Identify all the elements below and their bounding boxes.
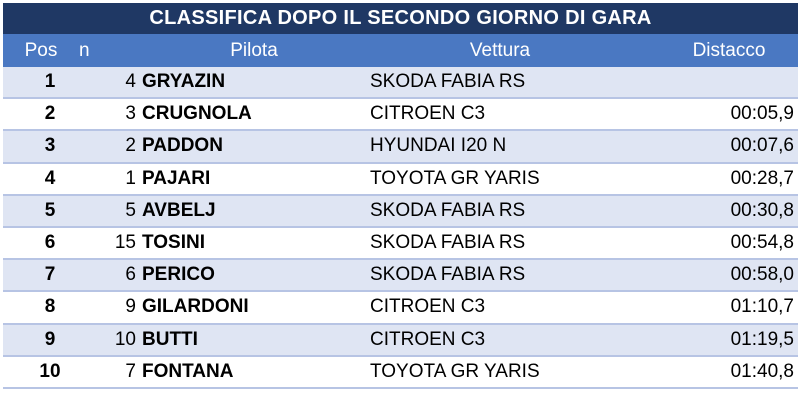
cell-pilota: GILARDONI (142, 296, 249, 318)
cell-vettura: HYUNDAI I20 N (370, 135, 507, 157)
table-title: CLASSIFICA DOPO IL SECONDO GIORNO DI GAR… (3, 3, 798, 34)
header-distacco: Distacco (692, 40, 766, 61)
table-row: 2 3 CRUGNOLA CITROEN C3 00:05,9 (3, 99, 798, 132)
cell-pos: 1 (44, 71, 56, 93)
cell-n: 6 (125, 264, 136, 286)
cell-pilota: PERICO (142, 264, 215, 286)
cell-pos: 8 (44, 296, 56, 318)
cell-pos: 2 (44, 103, 56, 125)
cell-distacco: 00:54,8 (730, 232, 794, 254)
cell-distacco: 01:10,7 (730, 296, 794, 318)
table-row: 1 4 GRYAZIN SKODA FABIA RS (3, 67, 798, 100)
table-row: 10 7 FONTANA TOYOTA GR YARIS 01:40,8 (3, 356, 798, 389)
header-vettura: Vettura (469, 40, 531, 61)
cell-distacco: 00:05,9 (730, 103, 794, 125)
cell-pos: 4 (44, 167, 56, 189)
table-header: Pos n Pilota Vettura Distacco (3, 34, 798, 67)
cell-distacco: 01:19,5 (730, 328, 794, 350)
cell-n: 5 (125, 199, 136, 221)
cell-pos: 7 (44, 264, 56, 286)
cell-pos: 10 (39, 360, 61, 382)
standings-table: CLASSIFICA DOPO IL SECONDO GIORNO DI GAR… (3, 3, 798, 399)
header-n: n (79, 40, 90, 61)
cell-distacco: 00:07,6 (730, 135, 794, 157)
cell-distacco: 00:30,8 (730, 199, 794, 221)
cell-vettura: TOYOTA GR YARIS (370, 360, 540, 382)
cell-pilota: GRYAZIN (142, 71, 226, 93)
cell-pos: 6 (44, 232, 56, 254)
cell-n: 10 (114, 328, 136, 350)
cell-distacco: 00:58,0 (730, 264, 794, 286)
cell-pilota: PAJARI (142, 167, 211, 189)
cell-pilota: FONTANA (142, 360, 234, 382)
cell-vettura: SKODA FABIA RS (370, 264, 526, 286)
cell-pilota: PADDON (142, 135, 223, 157)
cell-distacco: 01:40,8 (730, 360, 794, 382)
cell-vettura: TOYOTA GR YARIS (370, 167, 540, 189)
cell-vettura: CITROEN C3 (370, 296, 486, 318)
cell-pilota: TOSINI (142, 232, 205, 254)
cell-vettura: SKODA FABIA RS (370, 71, 526, 93)
table-row: 9 10 BUTTI CITROEN C3 01:19,5 (3, 324, 798, 357)
cell-pos: 3 (44, 135, 56, 157)
cell-n: 3 (125, 103, 136, 125)
cell-pilota: BUTTI (142, 328, 198, 350)
cell-distacco: 00:28,7 (730, 167, 794, 189)
header-pilota: Pilota (230, 40, 278, 61)
cell-vettura: CITROEN C3 (370, 328, 486, 350)
cell-n: 7 (125, 360, 136, 382)
cell-pos: 5 (44, 199, 56, 221)
cell-pilota: CRUGNOLA (142, 103, 252, 125)
table-row: 5 5 AVBELJ SKODA FABIA RS 00:30,8 (3, 195, 798, 228)
table-row: 7 6 PERICO SKODA FABIA RS 00:58,0 (3, 260, 798, 293)
cell-vettura: CITROEN C3 (370, 103, 486, 125)
table-body: 1 4 GRYAZIN SKODA FABIA RS 2 3 CRUGNOLA CITROEN… (3, 67, 798, 389)
cell-pilota: AVBELJ (142, 199, 216, 221)
cell-vettura: SKODA FABIA RS (370, 199, 526, 221)
cell-n: 1 (125, 167, 136, 189)
cell-n: 2 (125, 135, 136, 157)
cell-vettura: SKODA FABIA RS (370, 232, 526, 254)
table-row: 6 15 TOSINI SKODA FABIA RS 00:54,8 (3, 227, 798, 261)
cell-n: 4 (125, 71, 136, 93)
cell-n: 15 (114, 232, 136, 254)
table-row: 8 9 GILARDONI CITROEN C3 01:10,7 (3, 292, 798, 325)
cell-pos: 9 (44, 328, 56, 350)
cell-n: 9 (125, 296, 136, 318)
table-row: 4 1 PAJARI TOYOTA GR YARIS 00:28,7 (3, 163, 798, 196)
table-row: 3 2 PADDON HYUNDAI I20 N 00:07,6 (3, 131, 798, 164)
header-pos: Pos (24, 40, 58, 61)
